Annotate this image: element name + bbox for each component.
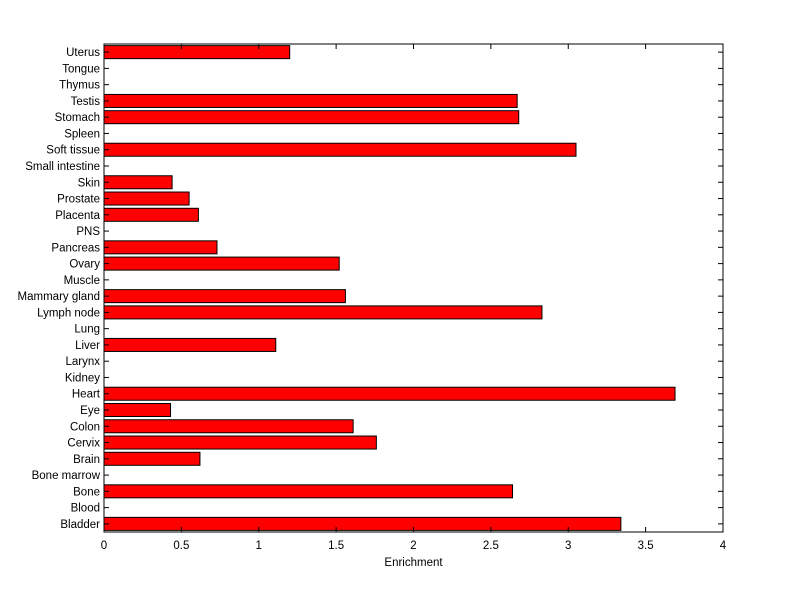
category-label: Lymph node [37, 307, 100, 319]
bar-eye [103, 402, 172, 417]
bar-ovary [103, 256, 340, 271]
bar-soft-tissue [103, 142, 577, 157]
category-label: Brain [73, 454, 100, 466]
category-label: Cervix [67, 438, 100, 450]
x-tick-label: 2 [410, 540, 416, 552]
x-tick-labels: 0 0.5 1 1.5 2 2.5 3 3.5 4 [101, 540, 727, 552]
category-label: Placenta [55, 210, 100, 222]
category-label: Bone [73, 486, 100, 498]
category-label: Uterus [66, 47, 100, 59]
category-label: PNS [76, 226, 100, 238]
category-label: Bone marrow [32, 470, 101, 482]
category-label: Heart [72, 389, 101, 401]
x-tick-label: 0.5 [173, 540, 189, 552]
bars-group [103, 45, 676, 531]
category-label: Thymus [59, 80, 100, 92]
category-label: Ovary [69, 259, 100, 271]
category-label: Bladder [60, 519, 100, 531]
x-tick-label: 3.5 [638, 540, 654, 552]
category-label: Prostate [57, 194, 100, 206]
category-label: Blood [71, 503, 100, 515]
bar-liver [103, 337, 277, 352]
bar-heart [103, 386, 676, 401]
bar-uterus [103, 45, 291, 60]
category-label: Eye [80, 405, 100, 417]
x-tick-label: 4 [720, 540, 727, 552]
bar-pancreas [103, 240, 218, 255]
x-tick-label: 1.5 [328, 540, 344, 552]
category-label: Small intestine [25, 161, 100, 173]
bar-cervix [103, 435, 377, 450]
category-label: Liver [75, 340, 100, 352]
category-label: Lung [74, 324, 100, 336]
x-tick-label: 2.5 [483, 540, 499, 552]
category-label: Kidney [65, 372, 100, 384]
x-tick-label: 0 [101, 540, 107, 552]
category-label: Colon [70, 421, 100, 433]
category-label: Stomach [55, 112, 100, 124]
category-label: Testis [71, 96, 101, 108]
bar-mammary-gland [103, 289, 346, 304]
bar-testis [103, 93, 518, 108]
category-label: Skin [78, 177, 100, 189]
category-label: Muscle [64, 275, 100, 287]
category-label: Mammary gland [18, 291, 100, 303]
x-axis-label: Enrichment [384, 557, 443, 569]
category-label: Spleen [64, 128, 100, 140]
bar-prostate [103, 191, 190, 206]
bar-skin [103, 175, 173, 190]
bar-bone [103, 484, 514, 499]
category-labels: Bladder Blood Bone Bone marrow Brain Cervix Co… [18, 47, 101, 531]
category-label: Larynx [65, 356, 100, 368]
axes-frame [103, 43, 724, 533]
x-tick-label: 1 [256, 540, 262, 552]
bar-stomach [103, 110, 520, 125]
category-label: Tongue [62, 63, 100, 75]
bar-colon [103, 419, 354, 434]
category-label: Soft tissue [46, 145, 100, 157]
category-label: Pancreas [51, 242, 100, 254]
ticks-group [103, 44, 724, 532]
bar-placenta [103, 207, 199, 222]
x-tick-label: 3 [565, 540, 571, 552]
bar-lymph-node [103, 305, 543, 320]
bar-brain [103, 451, 201, 466]
